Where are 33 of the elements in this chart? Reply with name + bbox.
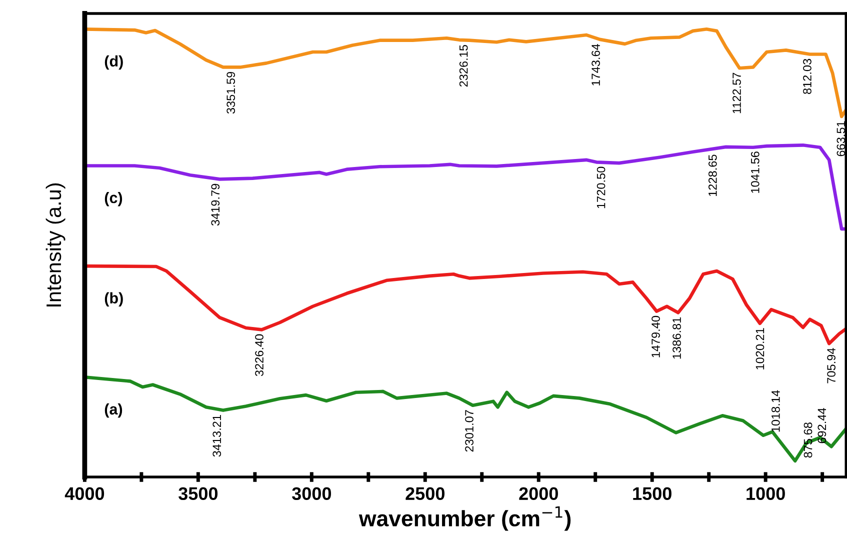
series-label: (c) [104,192,122,206]
x-tick-label: 2000 [519,487,558,500]
x-axis-title: wavenumber (cm$^{−1}$) [358,506,571,531]
annotation: 1720.50 [596,166,606,208]
x-tick-label: 1500 [633,487,672,500]
annotation: 1386.81 [672,317,681,359]
annotation: 1743.64 [592,44,600,86]
annotation: 1122.57 [732,72,741,114]
annotation: 663.51 [836,121,846,156]
annotation: 692.44 [818,408,826,444]
annotation: 1020.21 [756,328,764,370]
series-label: (d) [104,55,123,70]
series-label: (b) [104,292,123,307]
series-label: (a) [104,403,122,418]
annotation: 2326.15 [459,45,468,87]
annotation: 1479.40 [652,316,660,358]
annotation: 1041.56 [750,152,760,193]
annotation: 875.68 [804,422,812,458]
annotation: 3226.40 [255,334,264,376]
annotation: 3419.79 [211,184,220,226]
x-tick-label: 2500 [406,487,444,500]
x-tick-label: 1000 [746,487,785,500]
annotation: 705.94 [827,348,836,384]
x-tick-label: 3000 [292,487,332,500]
annotation: 3351.59 [226,72,236,114]
annotation: 1228.65 [708,154,717,196]
annotation: 812.03 [803,58,812,94]
annotation: 1018.14 [772,390,780,432]
x-tick-label: 4000 [64,487,104,500]
x-tick-label: 3500 [178,487,218,500]
annotation: 2301.07 [465,410,474,452]
y-axis-title: Intensity (a.u) [46,183,66,306]
annotation: 3413.21 [212,415,222,457]
